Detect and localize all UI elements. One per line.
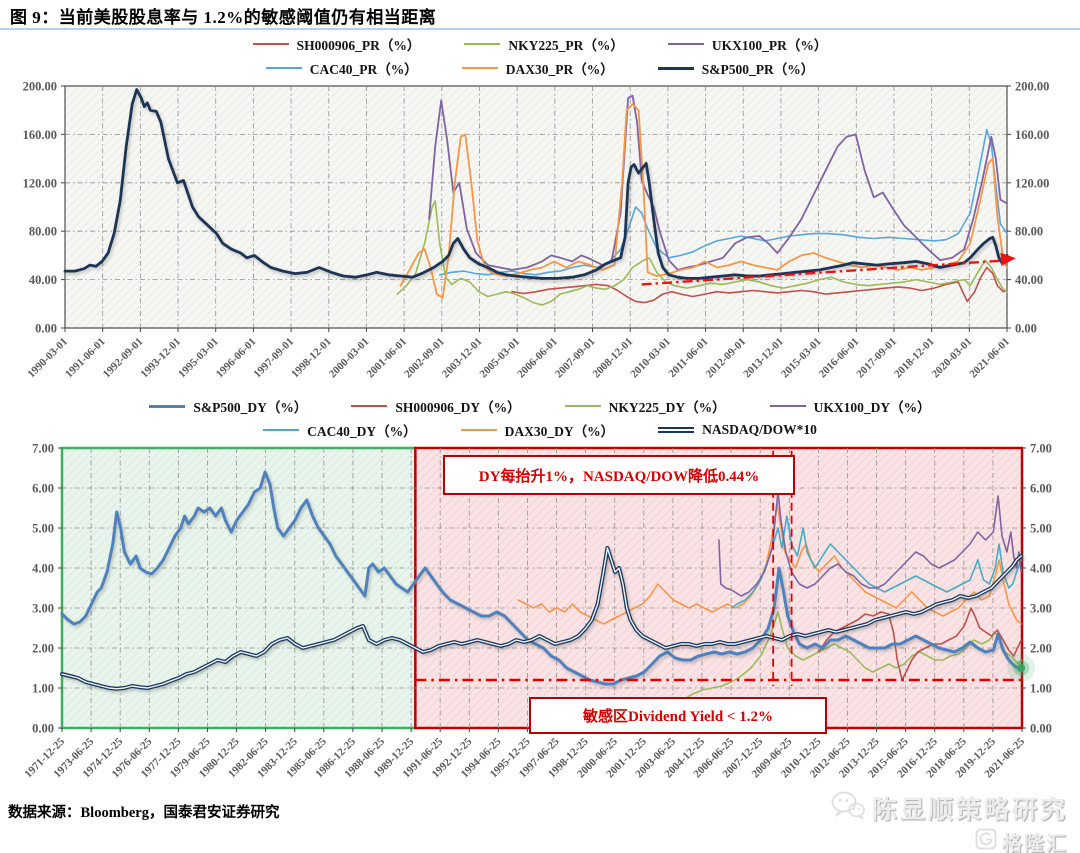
- svg-text:0.00: 0.00: [1030, 722, 1052, 736]
- legend-item: DAX30_PR（%）: [461, 58, 614, 78]
- legend-label: SH000906_DY（%）: [395, 400, 521, 415]
- svg-text:1.00: 1.00: [1030, 682, 1052, 696]
- pr-chart-legend: SH000906_PR（%） NKY225_PR（%） UKX100_PR（%） CA…: [0, 33, 1080, 79]
- page-title: 图 9：当前美股股息率与 1.2%的敏感阈值仍有相当距离: [10, 8, 437, 27]
- legend-label: SH000906_PR（%）: [296, 38, 421, 53]
- data-source-note: 数据来源：Bloomberg，国泰君安证券研究: [8, 805, 280, 821]
- legend-label: NKY225_DY（%）: [608, 400, 726, 415]
- legend-item: NKY225_PR（%）: [464, 34, 624, 54]
- legend-line-swatch: [657, 66, 694, 70]
- legend-line-swatch: [564, 405, 601, 407]
- svg-text:2.00: 2.00: [1030, 642, 1052, 656]
- svg-text:40.00: 40.00: [1015, 273, 1043, 287]
- legend-row: CAC40_DY（%） DAX30_DY（%） NASDAQ/DOW*10: [0, 419, 1080, 441]
- svg-text:6.00: 6.00: [1030, 482, 1052, 496]
- legend-label: NASDAQ/DOW*10: [702, 422, 817, 437]
- legend-label: CAC40_DY（%）: [307, 424, 417, 439]
- legend-item: DAX30_DY（%）: [460, 420, 615, 440]
- legend-item: SH000906_DY（%）: [351, 396, 521, 416]
- legend-item: CAC40_PR（%）: [265, 58, 418, 78]
- pr-chart: 0.00 0.00 40.00 40.00 80.00 80.00 120.00 120.00…: [0, 80, 1080, 395]
- legend-line-swatch: [658, 427, 695, 433]
- regression-note-box: DY每抬升1%，NASDAQ/DOW降低0.44%: [443, 455, 795, 495]
- pr-chart-canvas: 0.00 0.00 40.00 40.00 80.00 80.00 120.00 120.00…: [23, 80, 1050, 381]
- dy-chart: 0.00 0.00 1.00 1.00 2.00 2.00 3.00 3.00 4.00 4.00…: [0, 441, 1080, 803]
- svg-text:200.00: 200.00: [23, 80, 57, 94]
- svg-text:200.00: 200.00: [1015, 80, 1049, 94]
- legend-label: UKX100_DY（%）: [813, 400, 931, 415]
- svg-text:40.00: 40.00: [29, 273, 57, 287]
- svg-text:2010-03-01: 2010-03-01: [628, 336, 673, 381]
- legend-line-swatch: [769, 405, 806, 407]
- wechat-icon: [831, 791, 865, 826]
- legend-label: UKX100_PR（%）: [711, 38, 828, 53]
- legend-item: S&P500_DY（%）: [149, 396, 307, 416]
- svg-text:120.00: 120.00: [1015, 176, 1049, 190]
- legend-row: CAC40_PR（%） DAX30_PR（%） S&P500_PR（%）: [0, 57, 1080, 79]
- dy-chart-legend: S&P500_DY（%） SH000906_DY（%） NKY225_DY（%） UK…: [0, 395, 1080, 441]
- legend-line-swatch: [265, 67, 302, 69]
- watermark-site-name: 格隆汇: [1002, 833, 1068, 853]
- svg-text:4.00: 4.00: [32, 562, 54, 576]
- sensitive-zone-note-box: 敏感区Dividend Yield < 1.2%: [529, 697, 827, 734]
- legend-label: S&P500_PR（%）: [701, 62, 815, 77]
- gelonghui-logo-icon: [975, 828, 997, 853]
- svg-text:0.00: 0.00: [1015, 322, 1037, 336]
- legend-line-swatch: [464, 43, 501, 45]
- svg-text:160.00: 160.00: [1015, 128, 1049, 142]
- svg-text:5.00: 5.00: [32, 522, 54, 536]
- title-divider: [0, 28, 1080, 30]
- legend-item: UKX100_DY（%）: [769, 396, 931, 416]
- legend-line-swatch: [351, 405, 388, 407]
- svg-text:0.00: 0.00: [32, 722, 54, 736]
- legend-row: SH000906_PR（%） NKY225_PR（%） UKX100_PR（%）: [0, 33, 1080, 55]
- watermark: 陈显顺策略研究 格隆汇: [831, 790, 1068, 853]
- svg-text:80.00: 80.00: [1015, 225, 1043, 239]
- svg-text:3.00: 3.00: [1030, 602, 1052, 616]
- svg-text:7.00: 7.00: [1030, 442, 1052, 456]
- svg-text:5.00: 5.00: [1030, 522, 1052, 536]
- dy-chart-canvas: 0.00 0.00 1.00 1.00 2.00 2.00 3.00 3.00 4.00 4.00…: [22, 442, 1052, 781]
- svg-text:120.00: 120.00: [23, 176, 57, 190]
- svg-text:1.00: 1.00: [32, 682, 54, 696]
- legend-label: S&P500_DY（%）: [193, 400, 308, 415]
- svg-text:3.00: 3.00: [32, 602, 54, 616]
- legend-row: S&P500_DY（%） SH000906_DY（%） NKY225_DY（%） UK…: [0, 395, 1080, 417]
- legend-line-swatch: [667, 43, 704, 45]
- legend-label: DAX30_PR（%）: [505, 62, 614, 77]
- legend-item: S&P500_PR（%）: [657, 58, 815, 78]
- legend-label: CAC40_PR（%）: [309, 62, 418, 77]
- svg-text:6.00: 6.00: [32, 482, 54, 496]
- svg-text:160.00: 160.00: [23, 128, 57, 142]
- legend-line-swatch: [252, 43, 289, 45]
- legend-line-swatch: [460, 429, 497, 431]
- svg-text:0.00: 0.00: [35, 322, 57, 336]
- legend-item: CAC40_DY（%）: [263, 420, 417, 440]
- legend-item: SH000906_PR（%）: [252, 34, 421, 54]
- legend-line-swatch: [461, 67, 498, 69]
- svg-text:7.00: 7.00: [32, 442, 54, 456]
- legend-line-swatch: [263, 429, 300, 431]
- svg-text:2021-06-01: 2021-06-01: [967, 336, 1012, 381]
- legend-item: UKX100_PR（%）: [667, 34, 828, 54]
- legend-item: NASDAQ/DOW*10: [658, 422, 817, 438]
- svg-text:4.00: 4.00: [1030, 562, 1052, 576]
- legend-label: NKY225_PR（%）: [508, 38, 624, 53]
- legend-label: DAX30_DY（%）: [504, 424, 615, 439]
- watermark-account-name: 陈显顺策略研究: [871, 797, 1068, 824]
- svg-text:80.00: 80.00: [29, 225, 57, 239]
- legend-line-swatch: [149, 404, 186, 408]
- svg-text:2.00: 2.00: [32, 642, 54, 656]
- legend-item: NKY225_DY（%）: [564, 396, 726, 416]
